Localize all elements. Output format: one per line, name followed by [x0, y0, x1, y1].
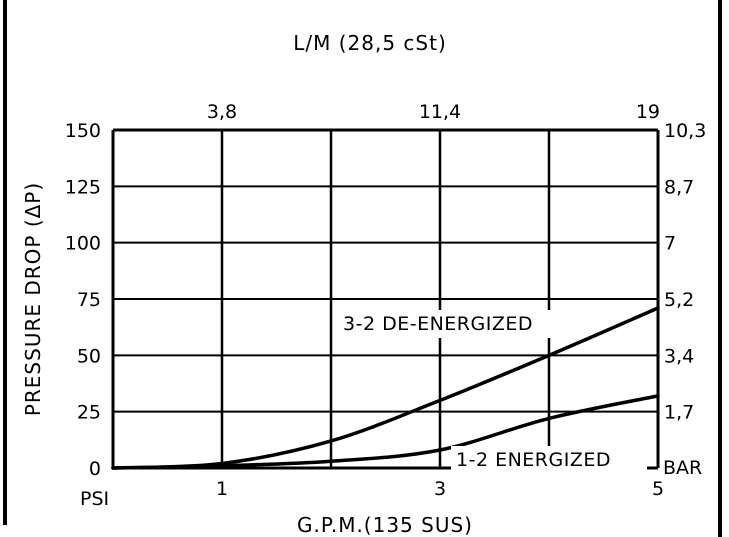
- ticks: 150 125 100 75 50 25 0 10,3 8,7 7 5,2 3,4 1,7 1 3 5 3,8 1…: [65, 101, 707, 500]
- series-line-1-2-energized: [111, 394, 660, 470]
- top-tick-label: 19: [636, 101, 660, 123]
- y-unit-label: PSI: [80, 488, 109, 510]
- series-labels: 3-2 DE-ENERGIZED 1-2 ENERGIZED: [337, 310, 647, 472]
- y-tick-label: 150: [65, 120, 101, 142]
- y-tick-label: 75: [77, 289, 101, 311]
- y-axis-title: PRESSURE DROP (ΔP): [21, 182, 45, 416]
- right-tick-label: 5,2: [664, 289, 694, 311]
- right-tick-label: 10,3: [664, 120, 706, 142]
- top-axis-title: L/M (28,5 cSt): [293, 31, 447, 55]
- series-label-3-2-de-energized: 3-2 DE-ENERGIZED: [343, 313, 533, 335]
- y-tick-label: 50: [77, 345, 101, 367]
- x-tick-label: 5: [652, 478, 664, 500]
- right-tick-label: 1,7: [664, 402, 694, 424]
- left-frame-bar: [3, 0, 7, 525]
- top-tick-label: 3,8: [207, 101, 237, 123]
- series: [111, 306, 660, 470]
- series-label-background: [337, 310, 583, 338]
- x-axis-title: G.P.M.(135 SUS): [297, 513, 473, 537]
- series-label-1-2-energized: 1-2 ENERGIZED: [456, 449, 611, 471]
- right-tick-label: 8,7: [664, 176, 694, 198]
- y-tick-label: 0: [89, 458, 101, 480]
- y-tick-label: 100: [65, 233, 101, 255]
- grid: [111, 128, 660, 470]
- right-tick-label: 7: [664, 233, 676, 255]
- right-tick-label: 3,4: [664, 345, 694, 367]
- x-tick-label: 3: [434, 478, 446, 500]
- top-tick-label: 11,4: [419, 101, 461, 123]
- series-label-background: [451, 446, 647, 472]
- right-frame-bar: [718, 0, 722, 537]
- y-tick-label: 125: [65, 176, 101, 198]
- right-unit-label: BAR: [663, 457, 702, 479]
- x-tick-label: 1: [216, 478, 228, 500]
- y-tick-label: 25: [77, 402, 101, 424]
